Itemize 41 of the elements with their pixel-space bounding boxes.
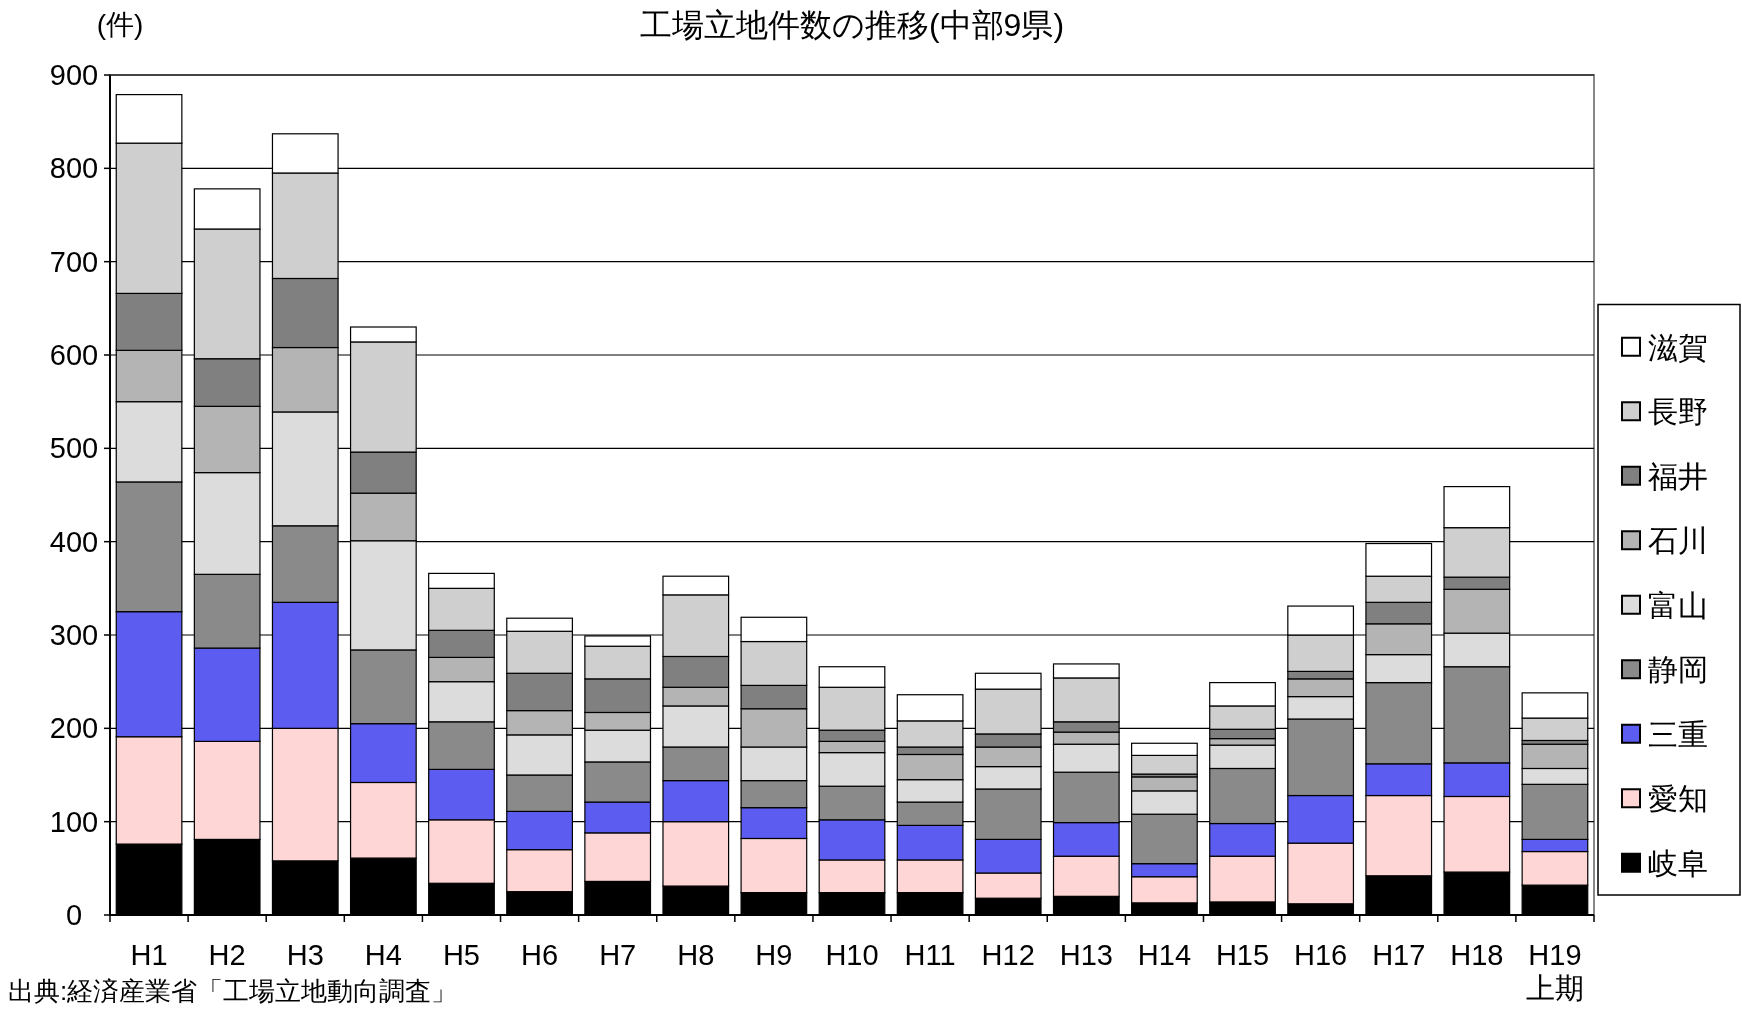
y-tick-label: 700 bbox=[49, 245, 99, 278]
x-tick-label: H12 bbox=[981, 939, 1035, 971]
y-tick-label: 900 bbox=[49, 59, 99, 91]
x-tick-label: H14 bbox=[1137, 939, 1192, 971]
y-tick-label: 0 bbox=[65, 899, 83, 931]
legend-label: 岐阜 bbox=[1648, 846, 1708, 880]
x-tick-label: H1 bbox=[130, 939, 168, 971]
x-tick-label: H13 bbox=[1059, 939, 1113, 971]
y-tick-label: 300 bbox=[49, 619, 99, 651]
x-tick-label: H17 bbox=[1372, 939, 1426, 971]
x-tick-label: H19 上期 bbox=[1525, 939, 1584, 1005]
legend-label: 三重 bbox=[1648, 717, 1708, 751]
legend-label: 滋賀 bbox=[1648, 330, 1708, 364]
x-tick-label: H7 bbox=[599, 939, 637, 971]
legend-label: 福井 bbox=[1648, 459, 1708, 493]
x-tick-label: H6 bbox=[521, 939, 559, 971]
legend-label: 長野 bbox=[1648, 395, 1708, 429]
legend-label: 静岡 bbox=[1648, 653, 1708, 687]
legend-label: 石川 bbox=[1648, 524, 1708, 558]
x-tick-label: H5 bbox=[442, 939, 481, 971]
y-tick-label: 500 bbox=[49, 432, 99, 465]
y-tick-label: 400 bbox=[49, 525, 99, 558]
y-tick-label: 600 bbox=[49, 339, 99, 371]
x-tick-label: H10 bbox=[825, 939, 879, 971]
x-tick-label: H15 bbox=[1215, 939, 1270, 971]
ylabel: (件) bbox=[96, 9, 144, 40]
y-tick-label: 800 bbox=[49, 152, 99, 185]
x-tick-label: H11 bbox=[904, 939, 956, 971]
x-tick-label: H4 bbox=[364, 939, 402, 971]
x-tick-label: H8 bbox=[677, 939, 715, 971]
legend-label: 愛知 bbox=[1648, 782, 1708, 816]
x-tick-label: H9 bbox=[755, 939, 793, 971]
x-tick-label: H18 bbox=[1450, 939, 1504, 971]
title: 工場立地件数の推移(中部9県) bbox=[639, 7, 1065, 43]
y-tick-label: 200 bbox=[49, 712, 99, 745]
x-tick-label: H3 bbox=[286, 939, 324, 971]
legend-label: 富山 bbox=[1648, 588, 1708, 622]
x-tick-label: H16 bbox=[1294, 939, 1348, 971]
y-tick-label: 100 bbox=[49, 805, 99, 838]
x-tick-label: H2 bbox=[208, 939, 246, 971]
annotation: 出典:経済産業省「工場立地動向調査」 bbox=[8, 976, 458, 1006]
